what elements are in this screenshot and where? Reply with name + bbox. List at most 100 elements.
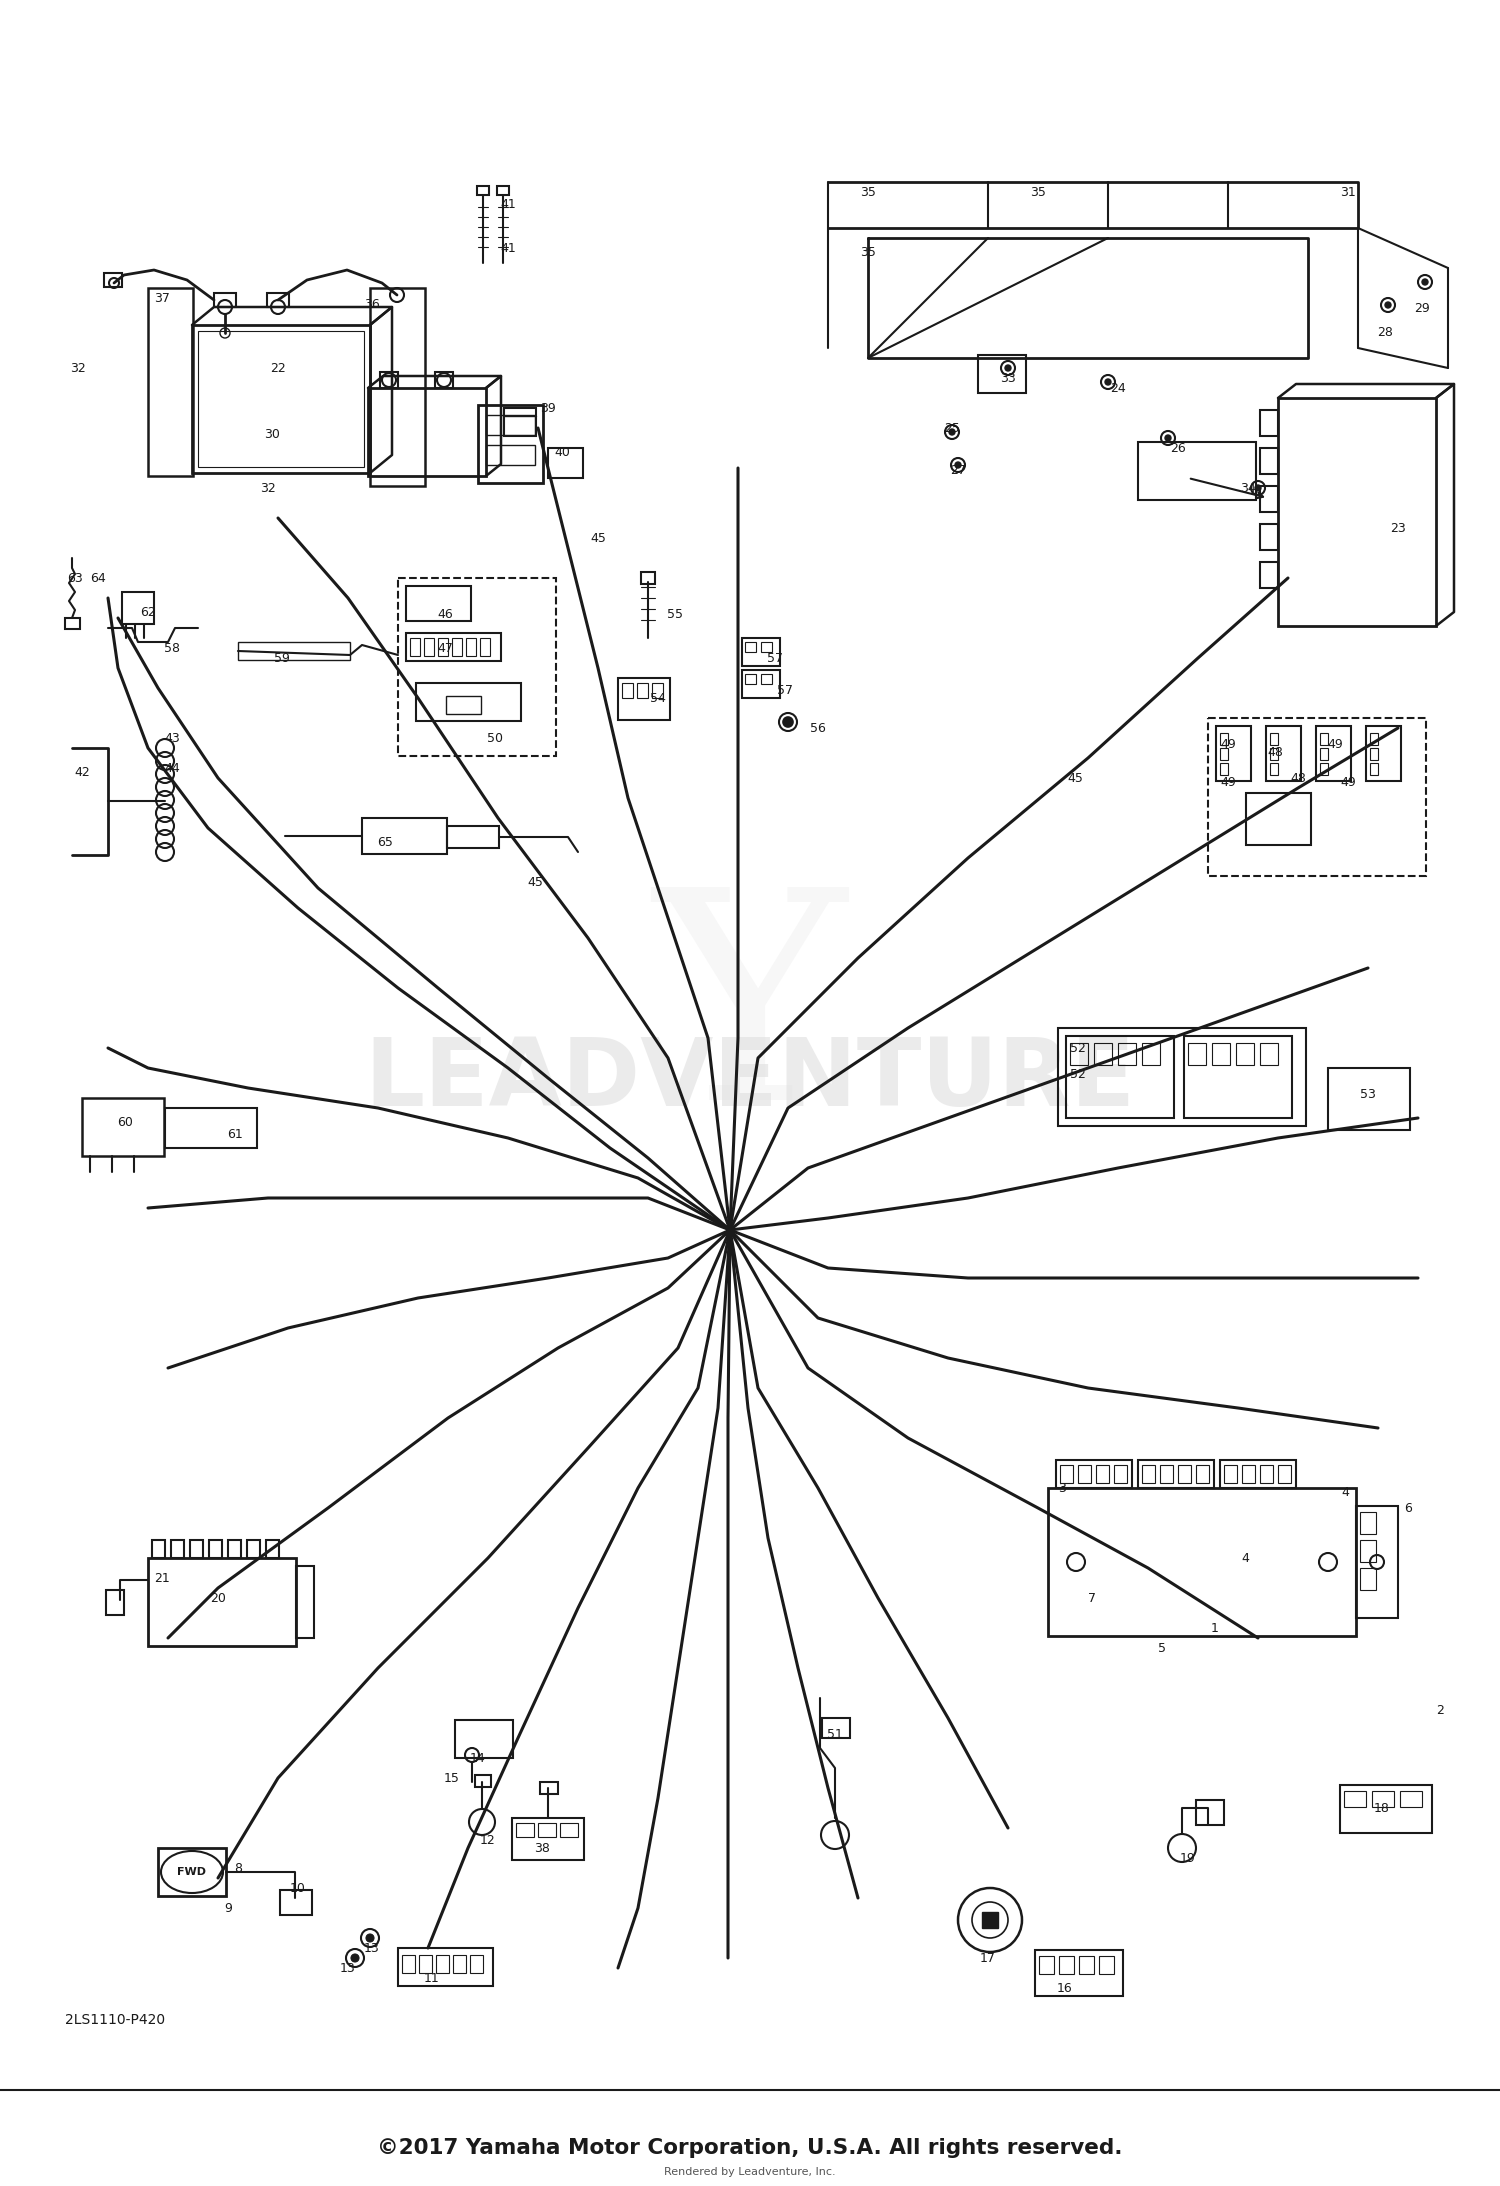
Text: 44: 44 (164, 761, 180, 774)
Bar (982, 1913, 998, 1928)
Text: 12: 12 (480, 1834, 496, 1847)
Bar (228, 1539, 242, 1559)
Bar (198, 330, 364, 468)
Text: 32: 32 (260, 481, 276, 494)
Text: ©2017 Yamaha Motor Corporation, U.S.A. All rights reserved.: ©2017 Yamaha Motor Corporation, U.S.A. A… (378, 2138, 1122, 2158)
Bar (1078, 1465, 1090, 1482)
Bar (652, 682, 663, 697)
Bar (1242, 1465, 1256, 1482)
Bar (1260, 1465, 1274, 1482)
Text: Y: Y (654, 879, 846, 1161)
Bar (1370, 763, 1378, 776)
Text: 17: 17 (980, 1952, 996, 1965)
Text: 52: 52 (1070, 1041, 1086, 1054)
Bar (1370, 732, 1378, 745)
Bar (516, 1823, 534, 1836)
Bar (1142, 1043, 1160, 1065)
Bar (618, 678, 670, 719)
Bar (760, 643, 772, 651)
Text: 64: 64 (90, 571, 106, 584)
Bar (548, 448, 584, 479)
Bar (512, 1819, 584, 1860)
Text: 20: 20 (210, 1591, 226, 1605)
Bar (1040, 1956, 1054, 1974)
Text: 18: 18 (1374, 1801, 1390, 1814)
Text: 45: 45 (1066, 772, 1083, 785)
Bar (1056, 1460, 1132, 1489)
Text: FWD: FWD (177, 1867, 207, 1878)
Text: 32: 32 (70, 361, 86, 374)
Bar (746, 643, 756, 651)
Bar (480, 638, 490, 656)
Text: 37: 37 (154, 291, 170, 304)
Text: 4: 4 (1341, 1486, 1348, 1497)
Bar (362, 818, 447, 855)
Bar (1094, 1043, 1112, 1065)
Bar (1278, 398, 1436, 625)
Text: 22: 22 (270, 361, 286, 374)
Bar (1246, 794, 1311, 846)
Bar (398, 577, 556, 756)
Bar (742, 638, 780, 667)
Bar (165, 1108, 256, 1148)
Bar (402, 1954, 416, 1974)
Text: 46: 46 (436, 608, 453, 621)
Bar (453, 1954, 466, 1974)
Bar (296, 1565, 314, 1637)
Text: 43: 43 (164, 732, 180, 745)
Bar (1078, 1956, 1094, 1974)
Bar (1260, 562, 1278, 588)
Text: 51: 51 (827, 1729, 843, 1742)
Bar (1196, 1465, 1209, 1482)
Bar (622, 682, 633, 697)
Bar (1260, 525, 1278, 551)
Bar (1278, 1465, 1292, 1482)
Bar (1100, 1956, 1114, 1974)
Bar (122, 592, 154, 623)
Bar (1224, 1465, 1238, 1482)
Bar (1366, 726, 1401, 780)
Text: 50: 50 (488, 732, 502, 745)
Bar (416, 682, 520, 721)
Text: 13: 13 (364, 1941, 380, 1954)
Text: Rendered by Leadventure, Inc.: Rendered by Leadventure, Inc. (664, 2166, 836, 2177)
Text: 39: 39 (540, 402, 556, 415)
Bar (638, 682, 648, 697)
Text: 60: 60 (117, 1115, 134, 1128)
Text: 24: 24 (1110, 383, 1126, 393)
Text: 3: 3 (1058, 1482, 1066, 1495)
Bar (1270, 748, 1278, 761)
Bar (1059, 1956, 1074, 1974)
Bar (436, 1954, 448, 1974)
Bar (1160, 1465, 1173, 1482)
Bar (452, 638, 462, 656)
Bar (248, 1539, 259, 1559)
Bar (1212, 1043, 1230, 1065)
Bar (410, 638, 420, 656)
Bar (398, 1948, 494, 1987)
Bar (760, 673, 772, 684)
Bar (1184, 1036, 1292, 1117)
Bar (822, 1718, 850, 1738)
Bar (486, 415, 536, 435)
Circle shape (1422, 280, 1428, 284)
Text: 53: 53 (1360, 1089, 1376, 1102)
Text: 63: 63 (68, 571, 82, 584)
Bar (238, 643, 350, 660)
Circle shape (1166, 435, 1172, 442)
Text: 49: 49 (1220, 739, 1236, 752)
Text: 49: 49 (1340, 776, 1356, 789)
Bar (1328, 1069, 1410, 1130)
Bar (82, 1097, 164, 1156)
Bar (538, 1823, 556, 1836)
Text: 47: 47 (436, 640, 453, 654)
Text: 2: 2 (1436, 1703, 1444, 1716)
Bar (1188, 1043, 1206, 1065)
Text: 25: 25 (944, 422, 960, 435)
Text: 40: 40 (554, 446, 570, 459)
Bar (1236, 1043, 1254, 1065)
Bar (466, 638, 476, 656)
Bar (214, 293, 236, 306)
Bar (1360, 1513, 1376, 1535)
Bar (1096, 1465, 1108, 1482)
